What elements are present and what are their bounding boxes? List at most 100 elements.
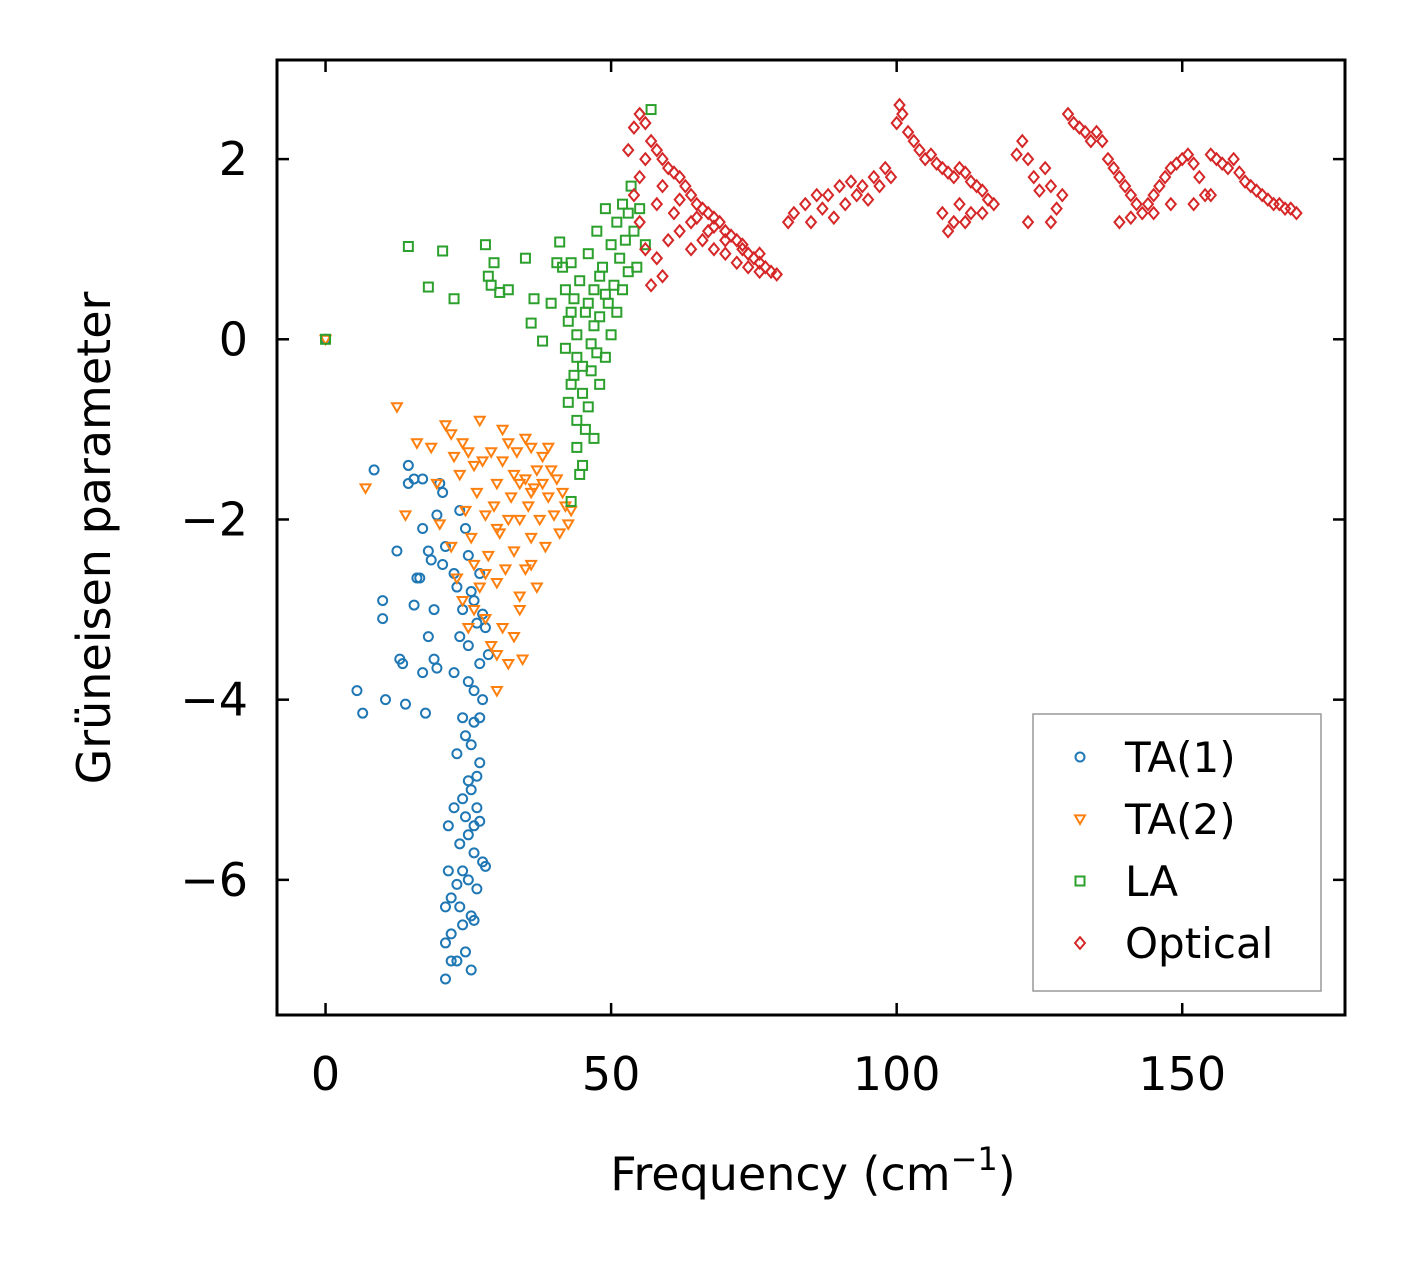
point-ta1-11	[402, 459, 414, 471]
point-ta2-15	[455, 595, 470, 608]
point-optical-14	[701, 205, 715, 221]
point-optical-144	[1255, 187, 1269, 203]
point-ta1-87	[457, 919, 469, 931]
point-la-54	[625, 180, 637, 192]
point-ta2-69	[524, 487, 538, 500]
point-la-43	[605, 239, 617, 251]
point-ta1-62	[468, 847, 480, 859]
point-la-47	[611, 306, 623, 318]
point-ta2-49	[518, 564, 533, 576]
point-ta2-32	[490, 478, 504, 491]
point-la-33	[585, 338, 597, 350]
point-ta2-11	[447, 451, 461, 464]
point-optical-48	[736, 237, 749, 253]
point-la-64	[571, 351, 583, 363]
point-ta2-27	[478, 613, 493, 626]
point-la-44	[605, 329, 617, 341]
point-optical-118	[1107, 160, 1120, 176]
point-ta2-61	[547, 510, 561, 522]
point-ta1-47	[454, 838, 466, 850]
point-ta1-83	[454, 631, 466, 643]
point-ta1-32	[439, 901, 451, 913]
point-optical-66	[850, 187, 863, 203]
point-la-72	[562, 396, 574, 408]
legend-label-0: TA(1)	[1124, 733, 1236, 782]
point-ta2-28	[481, 550, 495, 563]
point-la-25	[571, 329, 583, 341]
point-ta2-47	[515, 654, 530, 667]
point-la-67	[594, 270, 606, 282]
point-ta1-17	[417, 473, 429, 485]
point-optical-115	[1090, 124, 1103, 140]
point-optical-26	[770, 267, 783, 282]
point-la-31	[582, 401, 594, 413]
point-optical-112	[1073, 120, 1086, 135]
point-ta2-8	[438, 420, 453, 432]
point-la-58	[639, 239, 651, 251]
point-ta1-4	[377, 595, 389, 607]
point-la-3	[437, 245, 449, 257]
point-optical-11	[684, 187, 698, 203]
point-optical-58	[804, 214, 818, 230]
point-optical-147	[1273, 196, 1286, 212]
point-ta2-51	[524, 442, 538, 455]
legend-label-1: TA(2)	[1124, 795, 1236, 844]
axis-tick-labels: 0 50 100 150 2 0 −2 −4 −6	[180, 132, 1226, 1101]
point-ta1-88	[462, 874, 474, 886]
x-tick-label: 150	[1138, 1047, 1226, 1101]
point-optical-27	[627, 187, 641, 203]
point-optical-121	[1124, 187, 1138, 203]
point-ta1-67	[474, 757, 486, 769]
point-ta1-71	[477, 694, 489, 706]
point-ta1-75	[465, 964, 477, 976]
point-ta2-31	[487, 501, 501, 513]
point-ta2-25	[475, 456, 490, 468]
legend: TA(1) TA(2) LA Optical	[1032, 713, 1322, 992]
point-ta2-29	[484, 447, 498, 459]
point-la-10	[502, 284, 514, 296]
point-ta2-71	[501, 514, 515, 527]
point-ta1-74	[482, 649, 494, 661]
point-optical-8	[667, 165, 681, 181]
point-optical-87	[964, 174, 978, 190]
point-ta2-50	[521, 501, 535, 513]
point-la-5	[479, 239, 491, 251]
point-optical-53	[690, 210, 704, 226]
point-la-12	[525, 317, 537, 329]
point-optical-50	[639, 151, 652, 167]
point-la-49	[617, 198, 629, 210]
point-optical-116	[1096, 133, 1109, 149]
point-optical-23	[753, 255, 766, 271]
point-la-59	[645, 104, 657, 116]
point-optical-31	[650, 250, 664, 266]
point-la-51	[619, 234, 631, 246]
point-la-19	[559, 284, 571, 296]
point-ta1-36	[442, 865, 454, 877]
point-la-66	[582, 297, 594, 309]
point-ta1-50	[457, 865, 469, 877]
point-optical-155	[1187, 196, 1200, 212]
point-optical-55	[781, 214, 795, 230]
point-optical-145	[1261, 192, 1275, 208]
point-optical-32	[656, 268, 669, 284]
point-optical-37	[707, 241, 721, 257]
point-optical-101	[1021, 151, 1035, 167]
legend-marker-3	[1073, 935, 1087, 951]
point-ta1-2	[357, 707, 369, 719]
point-ta2-22	[470, 487, 484, 500]
point-optical-64	[839, 196, 852, 212]
x-tick-label: 50	[582, 1047, 641, 1101]
point-optical-99	[1010, 147, 1023, 162]
point-optical-98	[976, 205, 989, 221]
point-la-74	[591, 347, 603, 359]
point-la-55	[628, 225, 640, 237]
point-optical-2	[633, 106, 646, 122]
legend-marker-0	[1074, 751, 1086, 763]
point-ta1-29	[437, 486, 449, 498]
point-ta2-64	[555, 487, 570, 500]
point-optical-6	[656, 151, 669, 167]
point-ta1-6	[380, 694, 392, 706]
point-ta1-61	[465, 739, 477, 751]
point-ta1-57	[462, 640, 474, 652]
point-la-17	[554, 236, 566, 248]
